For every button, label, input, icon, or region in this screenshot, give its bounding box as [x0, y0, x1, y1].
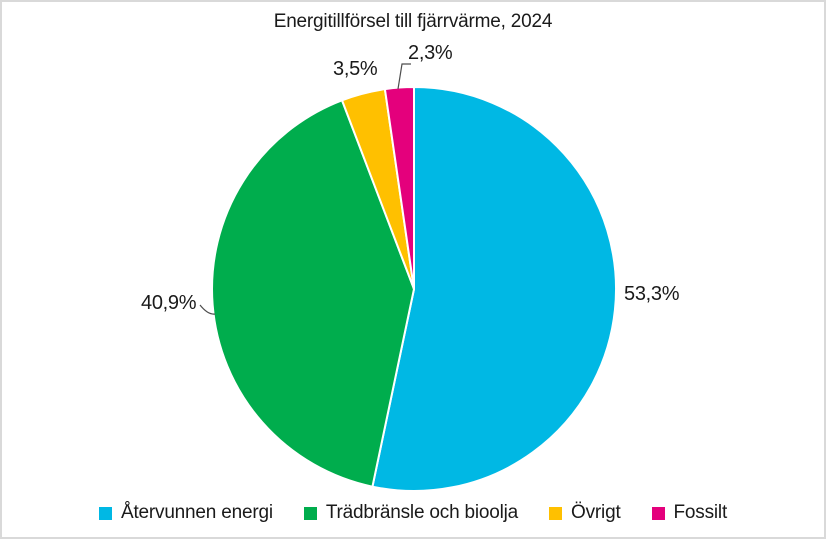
data-label-ovrigt: 3,5% — [333, 58, 378, 80]
pie-slice-0 — [371, 86, 618, 492]
leader-line-tradbransle — [199, 304, 216, 315]
legend-label-ovrigt: Övrigt — [571, 502, 621, 523]
legend-item-atervunnen: Återvunnen energi — [98, 502, 273, 524]
chart-legend: Återvunnen energi Trädbränsle och bioolj… — [2, 502, 824, 524]
pie-slice-3 — [383, 86, 415, 290]
legend-label-atervunnen: Återvunnen energi — [120, 502, 273, 523]
legend-label-fossilt: Fossilt — [673, 502, 728, 523]
legend-label-tradbransle: Trädbränsle och bioolja — [325, 502, 519, 523]
legend-swatch-atervunnen — [98, 506, 112, 520]
legend-swatch-tradbransle — [303, 506, 317, 520]
leader-line-fossilt — [397, 63, 411, 90]
pie-slice-1 — [211, 99, 415, 488]
legend-swatch-ovrigt — [549, 506, 563, 520]
pie-slices — [211, 86, 618, 492]
data-label-tradbransle: 40,9% — [141, 292, 197, 314]
chart-title: Energitillförsel till fjärrvärme, 2024 — [273, 11, 553, 32]
data-label-fossilt: 2,3% — [408, 42, 453, 64]
legend-item-tradbransle: Trädbränsle och bioolja — [303, 502, 519, 524]
data-label-atervunnen: 53,3% — [624, 283, 680, 305]
legend-item-fossilt: Fossilt — [651, 502, 728, 524]
legend-item-ovrigt: Övrigt — [549, 502, 621, 524]
legend-swatch-fossilt — [651, 506, 665, 520]
